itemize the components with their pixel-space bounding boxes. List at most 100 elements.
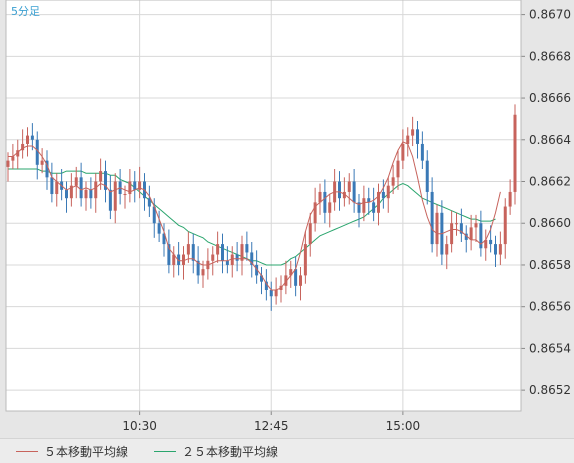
candle-body bbox=[65, 189, 68, 199]
x-tick-label: 12:45 bbox=[254, 419, 289, 433]
candle-body bbox=[182, 254, 185, 265]
candle-body bbox=[430, 191, 434, 245]
candle-body bbox=[386, 185, 390, 199]
candle-body bbox=[123, 194, 127, 196]
candle-body bbox=[323, 191, 327, 213]
candle-body bbox=[225, 260, 229, 265]
y-tick-label: 0.8660 bbox=[529, 216, 571, 230]
candle-body bbox=[435, 212, 439, 245]
candle-body bbox=[381, 191, 385, 199]
x-tick-label: 15:00 bbox=[386, 419, 421, 433]
plot-border bbox=[5, 0, 522, 412]
candle-body bbox=[157, 223, 161, 234]
legend-swatch-ma25 bbox=[154, 451, 176, 452]
candle-body bbox=[69, 185, 73, 199]
legend-item-ma25: ２５本移動平均線 bbox=[154, 443, 278, 460]
candle-body bbox=[318, 191, 322, 203]
candle-body bbox=[372, 202, 376, 213]
candle-body bbox=[104, 171, 107, 190]
candle-body bbox=[391, 177, 395, 186]
legend: ５本移動平均線 ２５本移動平均線 bbox=[0, 438, 574, 463]
ma5-series bbox=[8, 141, 501, 291]
candle-body bbox=[342, 191, 346, 199]
candle-body bbox=[425, 160, 429, 192]
candle-body bbox=[30, 135, 34, 140]
candle-body bbox=[45, 160, 49, 178]
y-tick-label: 0.8656 bbox=[529, 300, 571, 314]
candle-body bbox=[352, 181, 356, 203]
y-tick-label: 0.8662 bbox=[529, 175, 571, 189]
candle-body bbox=[21, 143, 25, 151]
candle-body bbox=[308, 223, 312, 245]
y-tick-label: 0.8668 bbox=[529, 49, 571, 63]
candle-body bbox=[40, 160, 44, 165]
candle-body bbox=[172, 254, 176, 265]
candles bbox=[6, 104, 517, 311]
legend-item-ma5: ５本移動平均線 bbox=[16, 443, 128, 460]
y-axis: 0.8670 0.8668 0.8666 0.8664 0.8662 0.8660 0.86… bbox=[521, 8, 571, 397]
candle-body bbox=[186, 244, 190, 255]
candle-body bbox=[201, 269, 205, 276]
legend-label-ma25: ２５本移動平均線 bbox=[182, 445, 279, 459]
candle-body bbox=[99, 171, 103, 182]
candle-body bbox=[484, 239, 488, 249]
candle-body bbox=[420, 143, 424, 161]
candle-body bbox=[494, 244, 497, 255]
candle-body bbox=[11, 156, 15, 161]
candle-body bbox=[264, 281, 268, 290]
candle-body bbox=[162, 233, 166, 245]
candle-body bbox=[250, 252, 254, 265]
legend-label-ma5: ５本移動平均線 bbox=[44, 445, 129, 459]
candle-body bbox=[303, 244, 307, 276]
candle-body bbox=[50, 177, 54, 195]
candle-body bbox=[16, 150, 20, 157]
candle-body bbox=[513, 114, 517, 192]
candle-body bbox=[216, 244, 220, 255]
candle-body bbox=[167, 244, 171, 265]
y-tick-label: 0.8666 bbox=[529, 91, 571, 105]
candle-body bbox=[221, 244, 224, 261]
candle-body bbox=[357, 202, 361, 213]
x-tick-label: 10:30 bbox=[122, 419, 157, 433]
candle-body bbox=[6, 160, 10, 167]
ma5-line bbox=[8, 141, 501, 291]
candle-body bbox=[469, 227, 473, 240]
candle-body bbox=[94, 181, 98, 199]
candle-body bbox=[191, 244, 195, 261]
y-tick-label: 0.8658 bbox=[529, 258, 571, 272]
candle-body bbox=[401, 143, 405, 161]
candle-body bbox=[152, 206, 156, 224]
candle-body bbox=[274, 289, 278, 297]
candle-body bbox=[489, 239, 493, 245]
candle-body bbox=[479, 223, 483, 249]
candle-body bbox=[260, 275, 263, 282]
candle-body bbox=[377, 191, 380, 213]
candle-body bbox=[284, 275, 288, 286]
x-axis: 10:30 12:45 15:00 bbox=[122, 411, 420, 433]
candle-body bbox=[55, 181, 59, 195]
candle-body bbox=[79, 177, 83, 199]
candle-body bbox=[35, 139, 39, 165]
candle-body bbox=[294, 269, 298, 286]
candle-body bbox=[416, 129, 419, 144]
candle-body bbox=[211, 254, 215, 261]
candle-body bbox=[128, 181, 132, 195]
candle-body bbox=[245, 244, 249, 253]
candle-body bbox=[26, 135, 29, 144]
candle-body bbox=[347, 181, 351, 192]
candle-body bbox=[269, 289, 273, 297]
candle-body bbox=[313, 202, 317, 224]
candle-body bbox=[367, 198, 371, 203]
candle-body bbox=[362, 198, 366, 213]
candle-body bbox=[147, 198, 151, 207]
candle-body bbox=[196, 260, 200, 276]
candle-body bbox=[498, 244, 502, 255]
candle-body bbox=[464, 233, 468, 240]
candle-body bbox=[459, 223, 463, 234]
candle-body bbox=[411, 129, 415, 136]
candle-body bbox=[240, 244, 244, 261]
candle-body bbox=[255, 264, 259, 276]
candle-body bbox=[406, 135, 410, 144]
y-tick-label: 0.8654 bbox=[529, 341, 571, 355]
